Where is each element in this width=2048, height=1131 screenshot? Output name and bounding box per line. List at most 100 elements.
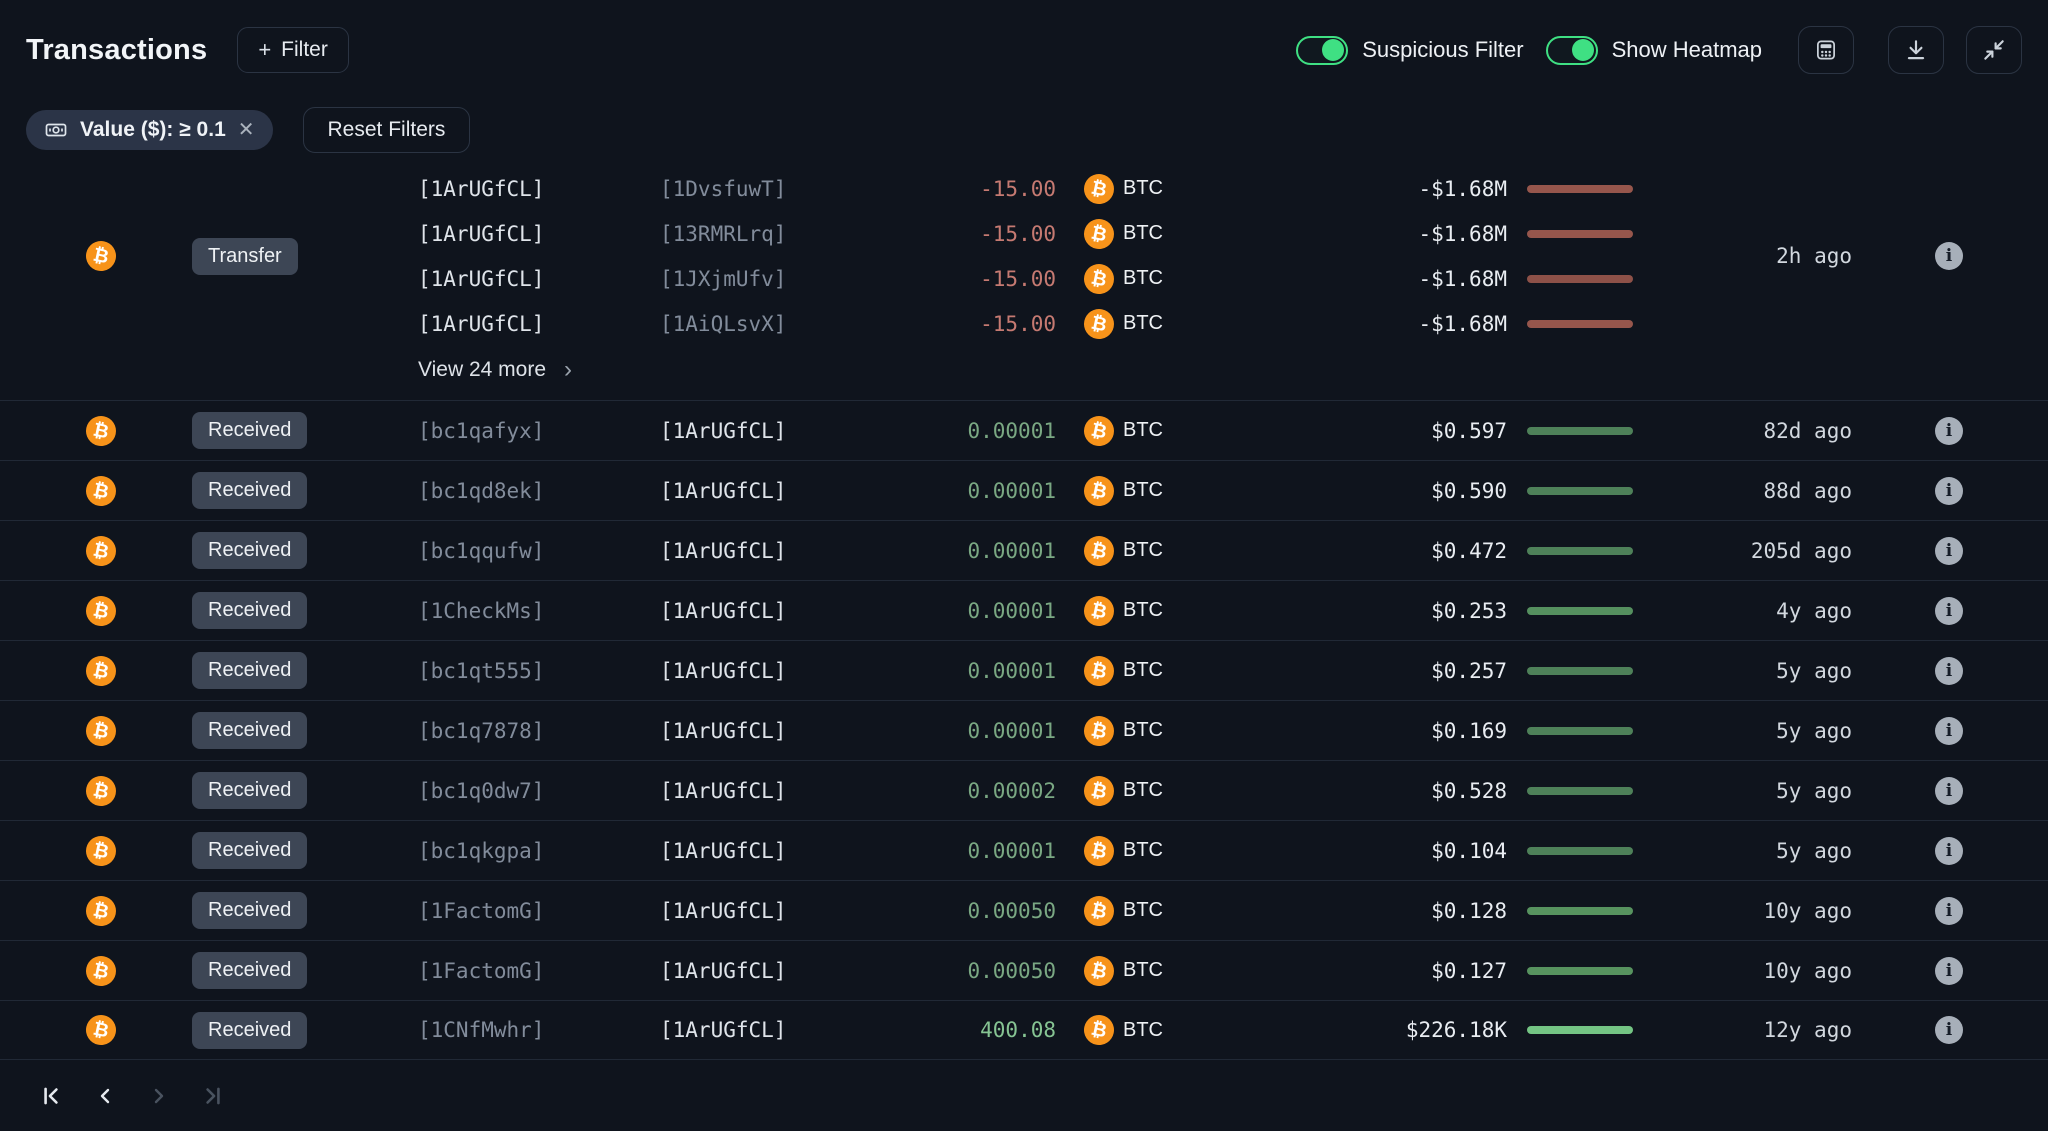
from-address[interactable]: [bc1qafyx] bbox=[418, 418, 545, 443]
asset-cell: ₿ BTC bbox=[1056, 952, 1200, 989]
info-icon[interactable]: i bbox=[1935, 596, 1963, 625]
from-address[interactable]: [bc1q7878] bbox=[418, 718, 545, 743]
asset-cell: ₿ BTC bbox=[1056, 260, 1200, 297]
to-address[interactable]: [1ArUGfCL] bbox=[660, 898, 787, 923]
usd-value: $0.128 bbox=[1431, 898, 1507, 923]
transaction-row[interactable]: ₿ Received [bc1q7878] [1ArUGfCL] 0.00001… bbox=[0, 700, 2048, 760]
asset-cell: ₿ BTC bbox=[1056, 832, 1200, 869]
row-main-cells: [bc1qd8ek] [1ArUGfCL] 0.00001 ₿ BTC $0.5… bbox=[418, 461, 1673, 520]
to-address[interactable]: [1ArUGfCL] bbox=[660, 778, 787, 803]
type-cell: Received bbox=[188, 592, 418, 629]
info-icon[interactable]: i bbox=[1935, 536, 1963, 565]
from-address[interactable]: [1ArUGfCL] bbox=[418, 311, 545, 336]
reset-filters-button[interactable]: Reset Filters bbox=[302, 107, 471, 153]
suspicious-filter-toggle-group: Suspicious Filter bbox=[1296, 35, 1524, 65]
asset-cell: ₿ bbox=[0, 166, 188, 346]
download-button[interactable] bbox=[1888, 26, 1944, 74]
from-address[interactable]: [1CNfMwhr] bbox=[418, 1018, 545, 1042]
info-icon[interactable]: i bbox=[1935, 1016, 1963, 1044]
value-filter-chip[interactable]: Value ($): ≥ 0.1 ✕ bbox=[26, 110, 273, 150]
type-cell: Received bbox=[188, 1011, 418, 1049]
info-icon[interactable]: i bbox=[1935, 956, 1963, 985]
amount: 0.00050 bbox=[967, 958, 1056, 983]
info-icon[interactable]: i bbox=[1935, 896, 1963, 925]
transaction-row[interactable]: ₿ Received [bc1q0dw7] [1ArUGfCL] 0.00002… bbox=[0, 760, 2048, 820]
transaction-row[interactable]: ₿ Received [1FactomG] [1ArUGfCL] 0.00050… bbox=[0, 940, 2048, 1000]
row-main-cells: [bc1q7878] [1ArUGfCL] 0.00001 ₿ BTC $0.1… bbox=[418, 701, 1673, 760]
from-address[interactable]: [bc1qkgpa] bbox=[418, 838, 545, 863]
last-page-button[interactable] bbox=[198, 1081, 228, 1111]
from-address[interactable]: [1ArUGfCL] bbox=[418, 266, 545, 291]
to-address[interactable]: [1ArUGfCL] bbox=[660, 958, 787, 983]
row-main-cells: [1CNfMwhr] [1ArUGfCL] 400.08 ₿ BTC $226.… bbox=[418, 1001, 1673, 1059]
from-address[interactable]: [bc1q0dw7] bbox=[418, 778, 545, 803]
heatmap-cell bbox=[1507, 606, 1673, 615]
first-page-button[interactable] bbox=[36, 1081, 66, 1111]
transaction-type-badge: Received bbox=[192, 652, 308, 689]
from-address[interactable]: [bc1qd8ek] bbox=[418, 478, 545, 503]
from-address[interactable]: [1CheckMs] bbox=[418, 598, 545, 623]
transaction-row[interactable]: ₿ Received [bc1qafyx] [1ArUGfCL] 0.00001… bbox=[0, 400, 2048, 460]
time-cell: 5y ago bbox=[1776, 718, 1852, 743]
transaction-type-badge: Received bbox=[192, 832, 308, 869]
from-address[interactable]: [1FactomG] bbox=[418, 958, 545, 983]
info-icon[interactable]: i bbox=[1935, 836, 1963, 865]
header-controls: Suspicious Filter Show Heatmap bbox=[1296, 26, 2022, 74]
transaction-row[interactable]: ₿ Received [1CNfMwhr] [1ArUGfCL] 400.08 … bbox=[0, 1000, 2048, 1060]
suspicious-filter-toggle[interactable] bbox=[1296, 35, 1349, 65]
info-icon[interactable]: i bbox=[1935, 716, 1963, 745]
to-address[interactable]: [1JXjmUfv] bbox=[660, 266, 787, 291]
from-address[interactable]: [1ArUGfCL] bbox=[418, 221, 545, 246]
from-address[interactable]: [bc1qt555] bbox=[418, 658, 545, 683]
suspicious-filter-label: Suspicious Filter bbox=[1362, 37, 1524, 62]
transaction-row[interactable]: ₿ Received [bc1qt555] [1ArUGfCL] 0.00001… bbox=[0, 640, 2048, 700]
info-icon[interactable]: i bbox=[1935, 242, 1963, 270]
btc-icon: ₿ bbox=[1081, 952, 1117, 989]
to-address[interactable]: [1DvsfuwT] bbox=[660, 176, 787, 201]
transaction-row[interactable]: ₿ Received [bc1qd8ek] [1ArUGfCL] 0.00001… bbox=[0, 460, 2048, 520]
from-address[interactable]: [bc1qqufw] bbox=[418, 538, 545, 563]
to-address[interactable]: [1ArUGfCL] bbox=[660, 538, 787, 563]
info-icon[interactable]: i bbox=[1935, 476, 1963, 505]
to-address[interactable]: [1ArUGfCL] bbox=[660, 718, 787, 743]
asset-cell: ₿ BTC bbox=[1056, 592, 1200, 629]
info-icon[interactable]: i bbox=[1935, 416, 1963, 445]
add-filter-button[interactable]: + Filter bbox=[237, 27, 349, 73]
info-icon[interactable]: i bbox=[1935, 656, 1963, 685]
transaction-row[interactable]: ₿ Received [bc1qkgpa] [1ArUGfCL] 0.00001… bbox=[0, 820, 2048, 880]
from-address[interactable]: [1ArUGfCL] bbox=[418, 176, 545, 201]
next-page-button[interactable] bbox=[144, 1081, 174, 1111]
usd-value: $0.597 bbox=[1431, 418, 1507, 443]
asset-cell: ₿ BTC bbox=[1056, 305, 1200, 342]
from-address[interactable]: [1FactomG] bbox=[418, 898, 545, 923]
heat-bar bbox=[1527, 426, 1633, 435]
info-cell: i bbox=[1852, 596, 2048, 625]
asset-cell: ₿ bbox=[0, 412, 188, 449]
filter-chip-label: Value ($): ≥ 0.1 bbox=[80, 118, 226, 141]
collapse-button[interactable] bbox=[1966, 26, 2022, 74]
amount: 0.00001 bbox=[967, 538, 1056, 563]
to-address[interactable]: [1ArUGfCL] bbox=[660, 1018, 787, 1042]
transaction-row[interactable]: ₿ Received [1CheckMs] [1ArUGfCL] 0.00001… bbox=[0, 580, 2048, 640]
transaction-row[interactable]: ₿ Received [1FactomG] [1ArUGfCL] 0.00050… bbox=[0, 880, 2048, 940]
to-address[interactable]: [1ArUGfCL] bbox=[660, 598, 787, 623]
btc-icon: ₿ bbox=[83, 952, 119, 989]
view-more-button[interactable]: View 24 more › bbox=[418, 346, 1673, 394]
calculator-button[interactable] bbox=[1798, 26, 1854, 74]
chevron-left-icon bbox=[100, 1088, 110, 1103]
previous-page-button[interactable] bbox=[90, 1081, 120, 1111]
remove-filter-icon[interactable]: ✕ bbox=[237, 119, 255, 141]
transfer-subrow: [1ArUGfCL] [1JXjmUfv] -15.00 ₿ BTC -$1.6… bbox=[418, 256, 1673, 301]
to-address[interactable]: [1AiQLsvX] bbox=[660, 311, 787, 336]
time-cell: 10y ago bbox=[1763, 898, 1852, 923]
usd-value: $0.253 bbox=[1431, 598, 1507, 623]
to-address[interactable]: [1ArUGfCL] bbox=[660, 658, 787, 683]
to-address[interactable]: [13RMRLrq] bbox=[660, 221, 787, 246]
to-address[interactable]: [1ArUGfCL] bbox=[660, 838, 787, 863]
transaction-row[interactable]: ₿ Received [bc1qqufw] [1ArUGfCL] 0.00001… bbox=[0, 520, 2048, 580]
to-address[interactable]: [1ArUGfCL] bbox=[660, 418, 787, 443]
to-address[interactable]: [1ArUGfCL] bbox=[660, 478, 787, 503]
show-heatmap-toggle[interactable] bbox=[1545, 35, 1598, 65]
asset-cell: ₿ bbox=[0, 952, 188, 989]
info-icon[interactable]: i bbox=[1935, 776, 1963, 805]
